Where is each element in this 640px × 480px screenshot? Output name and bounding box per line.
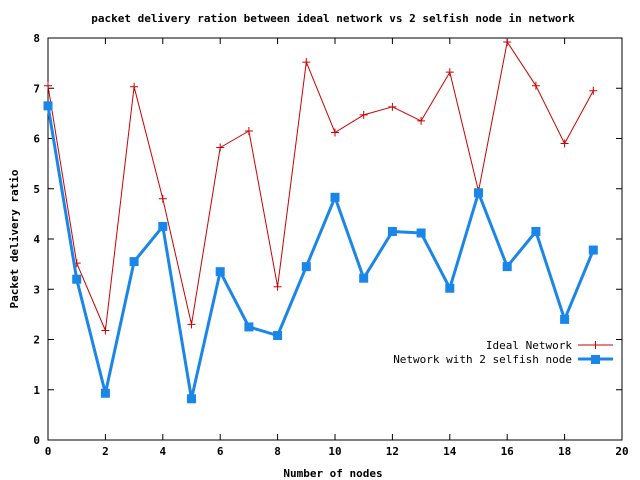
data-point-ideal-network — [101, 326, 110, 335]
x-tick-label: 4 — [159, 445, 166, 458]
x-tick-label: 20 — [615, 445, 628, 458]
x-tick-label: 10 — [328, 445, 341, 458]
data-point-selfish-network — [43, 101, 53, 111]
data-point-ideal-network — [187, 320, 196, 329]
y-tick-label: 8 — [33, 32, 40, 45]
legend: Ideal Network Network with 2 selfish nod… — [393, 339, 613, 366]
x-axis-label: Number of nodes — [283, 467, 382, 480]
data-point-ideal-network — [531, 81, 540, 90]
data-point-selfish-network — [187, 394, 196, 404]
data-point-selfish-network — [215, 267, 225, 277]
series-line-selfish-network — [46, 105, 595, 401]
data-point-selfish-network — [416, 228, 426, 238]
data-point-ideal-network — [273, 282, 282, 291]
data-point-selfish-network — [100, 388, 110, 398]
data-point-selfish-network — [129, 257, 139, 267]
data-point-selfish-network — [72, 274, 82, 284]
data-point-selfish-network — [330, 192, 340, 202]
data-point-ideal-network — [158, 194, 167, 203]
series-line-ideal-network — [47, 41, 594, 331]
x-tick-label: 2 — [102, 445, 109, 458]
x-tick-label: 12 — [386, 445, 399, 458]
legend-label-ideal-network: Ideal Network — [486, 339, 572, 352]
data-point-selfish-network — [474, 188, 483, 198]
data-point-selfish-network — [588, 245, 598, 255]
x-tick-label: 18 — [558, 445, 571, 458]
data-point-selfish-network — [445, 283, 455, 293]
data-point-ideal-network — [445, 68, 454, 77]
y-tick-label: 1 — [33, 384, 40, 397]
data-point-ideal-network — [589, 86, 598, 95]
data-point-selfish-network — [531, 226, 541, 236]
legend-marker-selfish-network — [591, 355, 600, 364]
data-point-ideal-network — [359, 110, 368, 119]
x-axis-ticks: 0 2 4 6 8 10 12 14 16 18 20 — [45, 38, 629, 458]
data-point-selfish-network — [301, 262, 311, 272]
data-point-ideal-network — [216, 143, 225, 152]
legend-label-selfish-network: Network with 2 selfish node — [393, 353, 572, 366]
data-point-ideal-network — [130, 82, 139, 91]
data-point-selfish-network — [387, 226, 397, 236]
x-tick-label: 14 — [443, 445, 457, 458]
x-tick-label: 6 — [217, 445, 224, 458]
chart-title: packet delivery ration between ideal net… — [91, 12, 575, 25]
y-axis-ticks: 0 1 2 3 4 5 6 7 8 — [33, 32, 622, 447]
y-axis-label: Packet delivery ratio — [8, 169, 21, 308]
y-tick-label: 3 — [33, 283, 40, 296]
y-tick-label: 2 — [33, 334, 40, 347]
y-tick-label: 7 — [33, 82, 40, 95]
data-point-ideal-network — [331, 128, 339, 137]
data-point-ideal-network — [302, 58, 311, 67]
data-point-selfish-network — [158, 221, 168, 231]
data-point-ideal-network — [503, 38, 512, 47]
data-point-ideal-network — [44, 81, 52, 90]
legend-marker-ideal-network — [591, 341, 600, 349]
y-tick-label: 4 — [33, 233, 40, 246]
y-tick-label: 5 — [33, 183, 40, 196]
data-point-ideal-network — [244, 126, 253, 135]
y-tick-label: 0 — [33, 434, 40, 447]
data-point-selfish-network — [560, 314, 570, 324]
x-tick-label: 8 — [274, 445, 281, 458]
data-point-selfish-network — [359, 273, 369, 283]
x-tick-label: 0 — [45, 445, 52, 458]
data-point-ideal-network — [417, 116, 426, 125]
data-point-selfish-network — [273, 330, 283, 340]
y-tick-label: 6 — [33, 133, 40, 146]
data-point-selfish-network — [502, 262, 512, 272]
series-layer — [43, 38, 598, 404]
data-point-selfish-network — [244, 322, 254, 332]
data-point-ideal-network — [560, 139, 569, 148]
x-tick-label: 16 — [501, 445, 515, 458]
data-point-ideal-network — [388, 102, 397, 111]
